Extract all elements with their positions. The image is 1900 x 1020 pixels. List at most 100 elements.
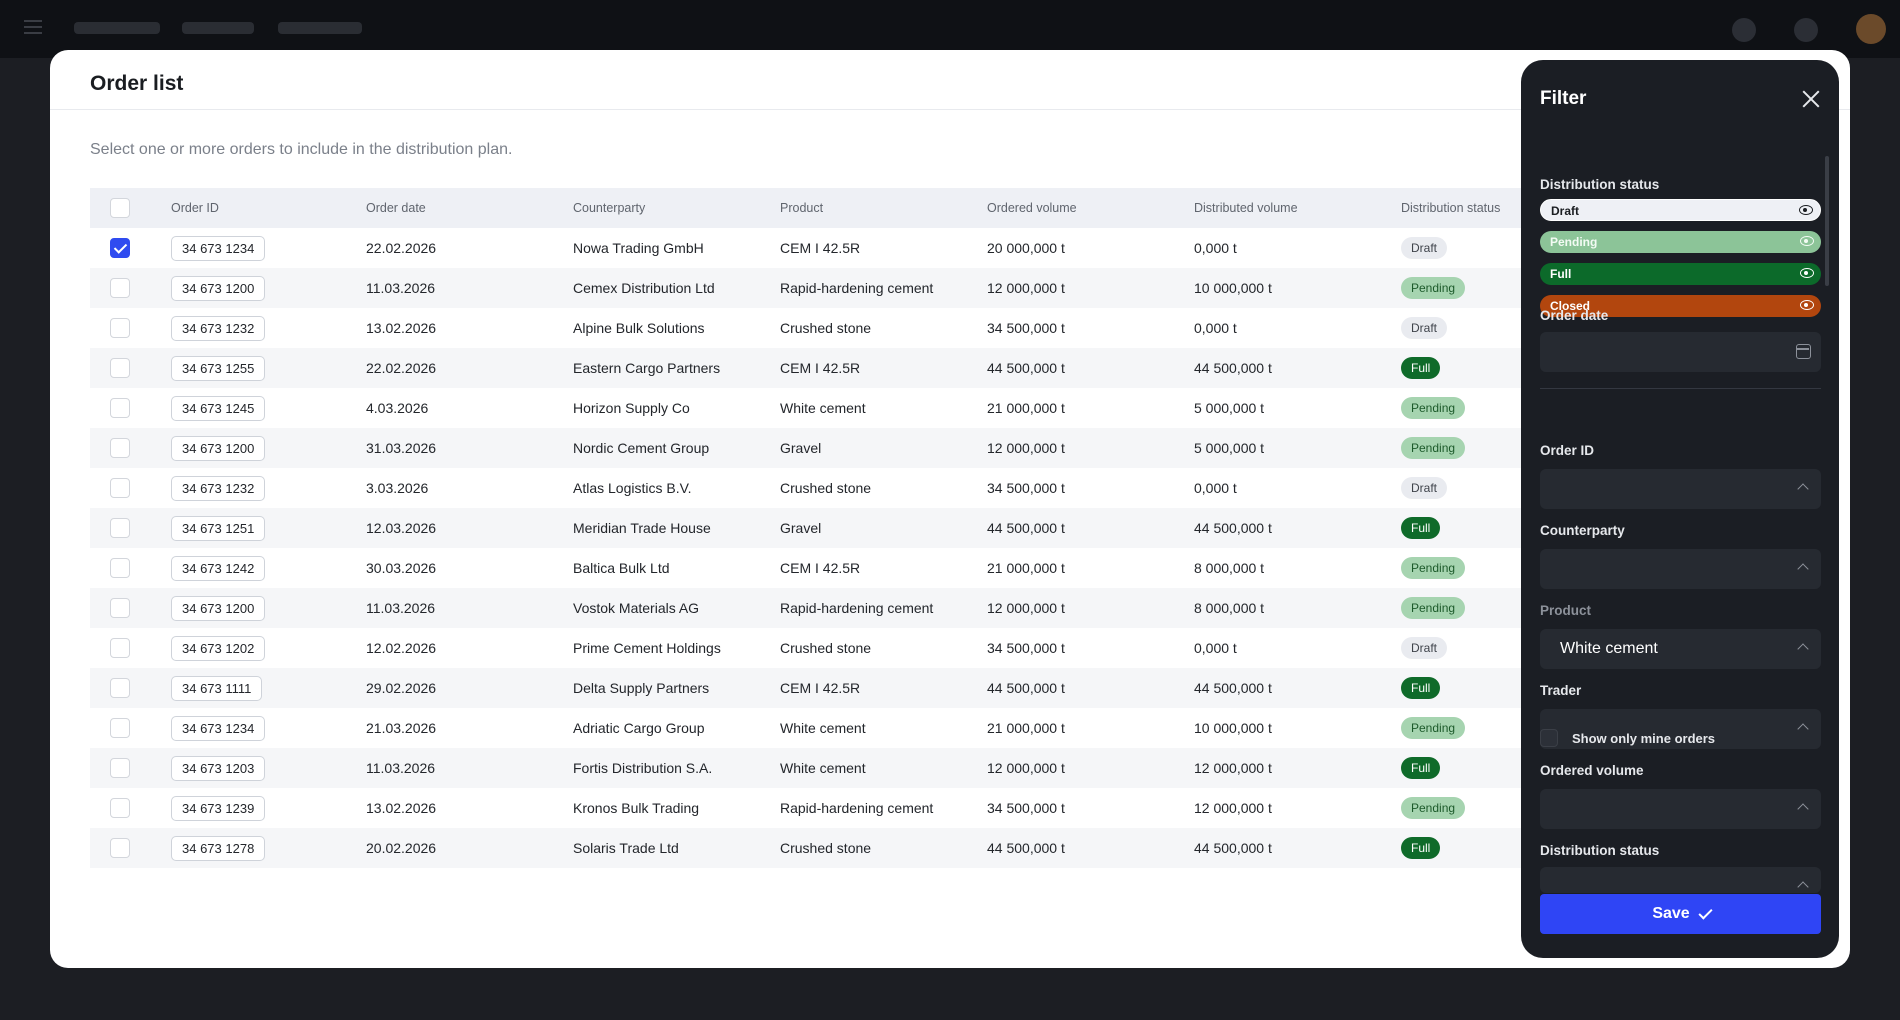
row-checkbox[interactable] (110, 358, 130, 378)
order-id-chip[interactable]: 34 673 1200 (171, 275, 266, 301)
counterparty-cell: Fortis Distribution S.A. (573, 760, 713, 776)
order-id-chip[interactable]: 34 673 1200 (171, 595, 266, 621)
counterparty-cell: Alpine Bulk Solutions (573, 320, 705, 336)
order-id-chip[interactable]: 34 673 1251 (171, 515, 266, 541)
table-row[interactable]: 34 673 1200 11.03.2026 Vostok Materials AG… (90, 588, 1570, 628)
row-checkbox[interactable] (110, 838, 130, 858)
product-cell: CEM I 42.5R (780, 240, 861, 256)
status-cell: Pending (1401, 277, 1570, 299)
order-id-cell: 34 673 1232 (171, 315, 366, 341)
order-date-cell: 31.03.2026 (366, 440, 437, 456)
status-toggle-pending[interactable]: Pending (1540, 231, 1821, 253)
order-id-chip[interactable]: 34 673 1234 (171, 715, 266, 741)
calendar-icon[interactable] (1796, 344, 1811, 359)
row-checkbox[interactable] (110, 318, 130, 338)
row-checkbox-cell (90, 758, 171, 778)
order-date-label: Order date (1540, 308, 1609, 323)
distributed-volume-cell: 44 500,000 t (1194, 360, 1272, 376)
distribution-status-select[interactable] (1540, 867, 1821, 893)
order-id-chip[interactable]: 34 673 1111 (171, 675, 263, 701)
row-checkbox[interactable] (110, 278, 130, 298)
table-row[interactable]: 34 673 1242 30.03.2026 Baltica Bulk Ltd CEM… (90, 548, 1570, 588)
order-id-chip[interactable]: 34 673 1203 (171, 755, 266, 781)
order-id-chip[interactable]: 34 673 1234 (171, 235, 266, 261)
header-distributed-volume[interactable]: Distributed volume (1194, 201, 1298, 215)
product-cell: Rapid-hardening cement (780, 800, 934, 816)
table-row[interactable]: 34 673 1232 13.02.2026 Alpine Bulk Solutio… (90, 308, 1570, 348)
table-row[interactable]: 34 673 1202 12.02.2026 Prime Cement Holdin… (90, 628, 1570, 668)
row-checkbox[interactable] (110, 598, 130, 618)
order-id-cell: 34 673 1278 (171, 835, 366, 861)
eye-icon[interactable] (1800, 300, 1814, 310)
row-checkbox[interactable] (110, 478, 130, 498)
row-checkbox[interactable] (110, 678, 130, 698)
order-date-cell: 11.03.2026 (366, 600, 436, 616)
table-row[interactable]: 34 673 1234 21.03.2026 Adriatic Cargo Grou… (90, 708, 1570, 748)
order-id-chip[interactable]: 34 673 1278 (171, 835, 266, 861)
product-select-value: White cement (1560, 640, 1658, 657)
order-id-select[interactable] (1540, 469, 1821, 509)
header-order-date[interactable]: Order date (366, 201, 426, 215)
status-toggle-draft[interactable]: Draft (1540, 199, 1821, 221)
table-row[interactable]: 34 673 1200 11.03.2026 Cemex Distribution … (90, 268, 1570, 308)
order-id-cell: 34 673 1251 (171, 515, 366, 541)
row-checkbox[interactable] (110, 638, 130, 658)
eye-icon[interactable] (1800, 236, 1814, 246)
eye-icon[interactable] (1800, 268, 1814, 278)
table-row[interactable]: 34 673 1203 11.03.2026 Fortis Distribution… (90, 748, 1570, 788)
row-checkbox[interactable] (110, 518, 130, 538)
order-id-cell: 34 673 1234 (171, 715, 366, 741)
distributed-volume-cell: 0,000 t (1194, 320, 1237, 336)
order-id-chip[interactable]: 34 673 1239 (171, 795, 266, 821)
order-id-chip[interactable]: 34 673 1242 (171, 555, 266, 581)
table-row[interactable]: 34 673 1251 12.03.2026 Meridian Trade Hous… (90, 508, 1570, 548)
table-row[interactable]: 34 673 1239 13.02.2026 Kronos Bulk Trading… (90, 788, 1570, 828)
row-checkbox[interactable] (110, 238, 130, 258)
table-row[interactable]: 34 673 1255 22.02.2026 Eastern Cargo Partn… (90, 348, 1570, 388)
product-select[interactable]: White cement (1540, 629, 1821, 669)
counterparty-cell: Baltica Bulk Ltd (573, 560, 670, 576)
product-cell: Crushed stone (780, 840, 872, 856)
row-checkbox[interactable] (110, 798, 130, 818)
trader-select[interactable] (1540, 709, 1821, 749)
table-row[interactable]: 34 673 1278 20.02.2026 Solaris Trade Ltd Cr… (90, 828, 1570, 868)
header-ordered-volume[interactable]: Ordered volume (987, 201, 1077, 215)
ordered-volume-select[interactable] (1540, 789, 1821, 829)
status-cell: Draft (1401, 317, 1570, 339)
order-id-chip[interactable]: 34 673 1232 (171, 475, 266, 501)
row-checkbox[interactable] (110, 558, 130, 578)
table-row[interactable]: 34 673 1200 31.03.2026 Nordic Cement Group… (90, 428, 1570, 468)
filter-scrollbar[interactable] (1825, 156, 1829, 286)
table-row[interactable]: 34 673 1234 22.02.2026 Nowa Trading GmbH CE… (90, 228, 1570, 268)
product-cell: Rapid-hardening cement (780, 600, 934, 616)
order-date-input[interactable] (1540, 332, 1821, 372)
counterparty-select[interactable] (1540, 549, 1821, 589)
order-id-chip[interactable]: 34 673 1232 (171, 315, 266, 341)
show-mine-orders[interactable]: Show only mine orders (1540, 729, 1715, 747)
eye-icon[interactable] (1799, 205, 1813, 215)
header-distribution-status[interactable]: Distribution status (1401, 201, 1501, 215)
order-id-chip[interactable]: 34 673 1200 (171, 435, 266, 461)
save-button[interactable]: Save (1540, 894, 1821, 934)
table-row[interactable]: 34 673 1232 3.03.2026 Atlas Logistics B.V.… (90, 468, 1570, 508)
order-id-chip[interactable]: 34 673 1255 (171, 355, 266, 381)
status-toggle-full[interactable]: Full (1540, 263, 1821, 285)
order-id-chip[interactable]: 34 673 1202 (171, 635, 266, 661)
select-all-checkbox[interactable] (110, 198, 130, 218)
header-product[interactable]: Product (780, 201, 824, 215)
status-badge: Full (1401, 677, 1441, 699)
close-icon[interactable] (1798, 86, 1824, 112)
order-id-chip[interactable]: 34 673 1245 (171, 395, 266, 421)
row-checkbox[interactable] (110, 758, 130, 778)
table-row[interactable]: 34 673 1111 29.02.2026 Delta Supply Partne… (90, 668, 1570, 708)
table-row[interactable]: 34 673 1245 4.03.2026 Horizon Supply Co Whi… (90, 388, 1570, 428)
header-order-id[interactable]: Order ID (171, 201, 219, 215)
order-date-cell: 21.03.2026 (366, 720, 437, 736)
status-toggle-closed[interactable]: Closed (1540, 295, 1821, 317)
header-counterparty[interactable]: Counterparty (573, 201, 646, 215)
row-checkbox[interactable] (110, 398, 130, 418)
show-mine-orders-checkbox[interactable] (1540, 729, 1558, 747)
row-checkbox[interactable] (110, 718, 130, 738)
distributed-volume-cell: 0,000 t (1194, 640, 1237, 656)
row-checkbox[interactable] (110, 438, 130, 458)
